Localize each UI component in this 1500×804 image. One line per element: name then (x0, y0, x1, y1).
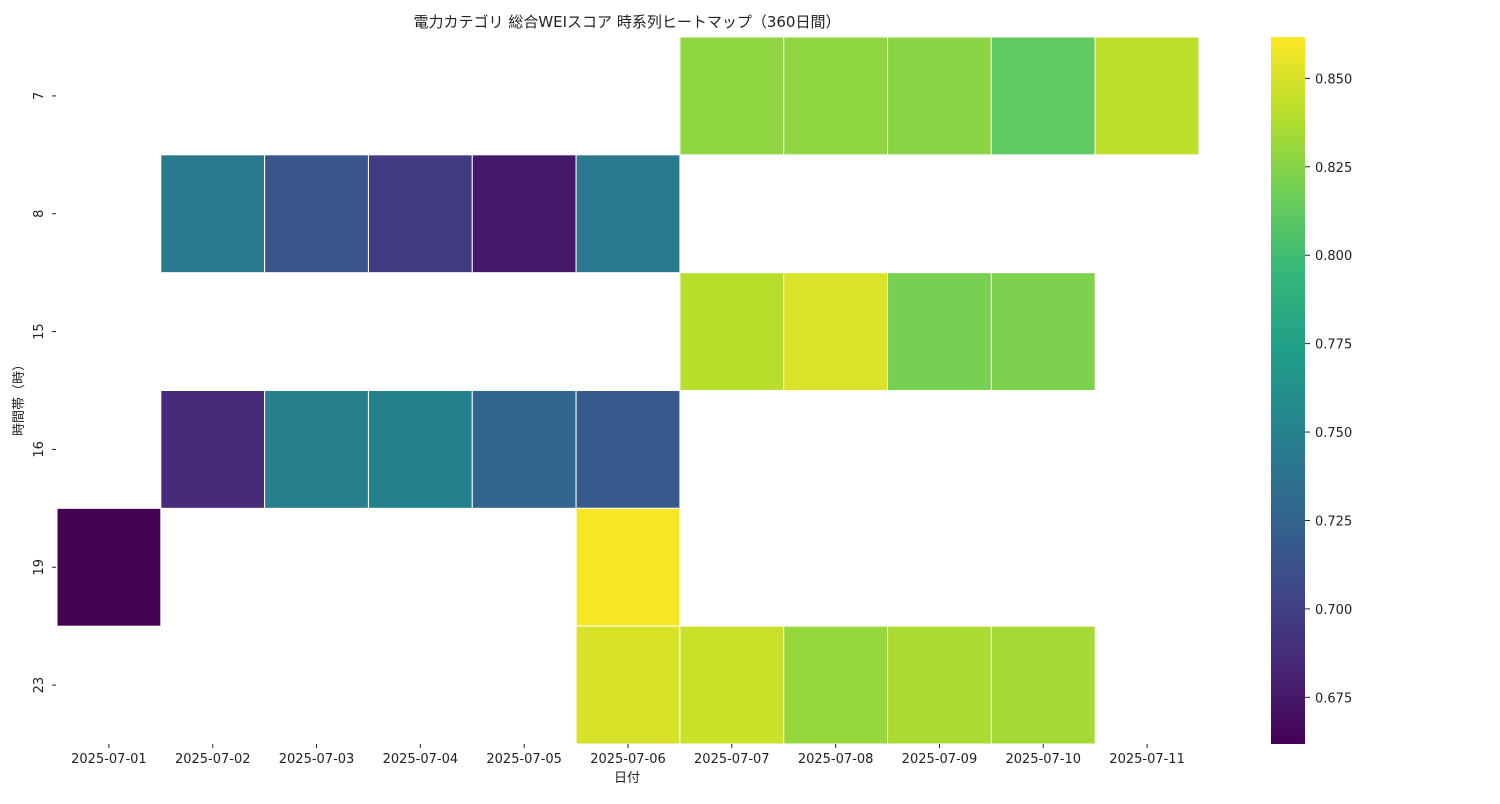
x-tick-label: 2025-07-02 (175, 752, 251, 767)
colorbar-tick-label: 0.725 (1315, 514, 1352, 529)
heatmap-cell (990, 36, 1096, 156)
colorbar (1271, 37, 1305, 744)
heatmap-cell (990, 272, 1096, 391)
chart-title: 電力カテゴリ 総合WEIスコア 時系列ヒートマップ（360日間） (414, 13, 841, 31)
colorbar-tick-label: 0.825 (1315, 161, 1352, 176)
heatmap-cell (264, 154, 369, 274)
y-axis-label: 時間帯（時） (12, 358, 27, 436)
x-tick-label: 2025-07-08 (798, 752, 874, 767)
colorbar-tick-label: 0.750 (1315, 426, 1352, 441)
heatmap-cell (1094, 36, 1200, 156)
x-tick-label: 2025-07-04 (383, 752, 459, 767)
x-tick-label: 2025-07-01 (71, 752, 147, 767)
heatmap-cell (679, 272, 785, 391)
heatmap-cell (575, 625, 681, 745)
heatmap-cell (575, 154, 681, 274)
heatmap-cell (160, 390, 266, 509)
heatmap-cell (679, 625, 785, 745)
heatmap-cell (56, 507, 162, 627)
x-tick-label: 2025-07-09 (902, 752, 978, 767)
y-tick-label: 7 (32, 92, 47, 100)
x-tick-label: 2025-07-07 (694, 752, 770, 767)
x-axis-label: 日付 (614, 771, 640, 786)
heatmap-cell (887, 36, 992, 156)
heatmap-cell (471, 390, 577, 509)
heatmap-cell (471, 154, 577, 274)
x-tick-label: 2025-07-10 (1005, 752, 1081, 767)
colorbar-tick-label: 0.675 (1315, 691, 1352, 706)
heatmap-cell (575, 507, 681, 627)
colorbar-tick-label: 0.800 (1315, 249, 1352, 264)
y-tick-label: 19 (32, 559, 47, 576)
y-tick-label: 8 (32, 210, 47, 218)
heatmap-cell (783, 625, 889, 745)
heatmap-cell (679, 36, 785, 156)
y-tick-label: 23 (32, 677, 47, 694)
colorbar-tick-label: 0.850 (1315, 72, 1352, 87)
x-tick-label: 2025-07-03 (279, 752, 355, 767)
y-tick-label: 16 (32, 441, 47, 458)
heatmap-cell (887, 625, 992, 745)
heatmap-cell (264, 390, 369, 509)
colorbar-tick-label: 0.700 (1315, 603, 1352, 618)
heatmap-cells (56, 36, 1200, 745)
heatmap-cell (783, 272, 889, 391)
x-tick-label: 2025-07-05 (486, 752, 562, 767)
x-tick-label: 2025-07-06 (590, 752, 666, 767)
heatmap-cell (887, 272, 992, 391)
heatmap-cell (783, 36, 889, 156)
colorbar-ticks: 0.675 0.700 0.725 0.750 0.775 0.800 0.825 0.850 (1305, 72, 1352, 706)
heatmap-cell (367, 154, 473, 274)
y-tick-label: 15 (32, 323, 47, 340)
x-axis-ticks: 2025-07-01 2025-07-02 2025-07-03 2025-07-04… (71, 744, 1185, 767)
colorbar-tick-label: 0.775 (1315, 338, 1352, 353)
heatmap-cell (367, 390, 473, 509)
heatmap-cell (160, 154, 266, 274)
heatmap-cell (575, 390, 681, 509)
heatmap-cell (990, 625, 1096, 745)
y-axis-ticks: 7 8 15 16 19 23 (32, 92, 56, 694)
x-tick-label: 2025-07-11 (1109, 752, 1185, 767)
